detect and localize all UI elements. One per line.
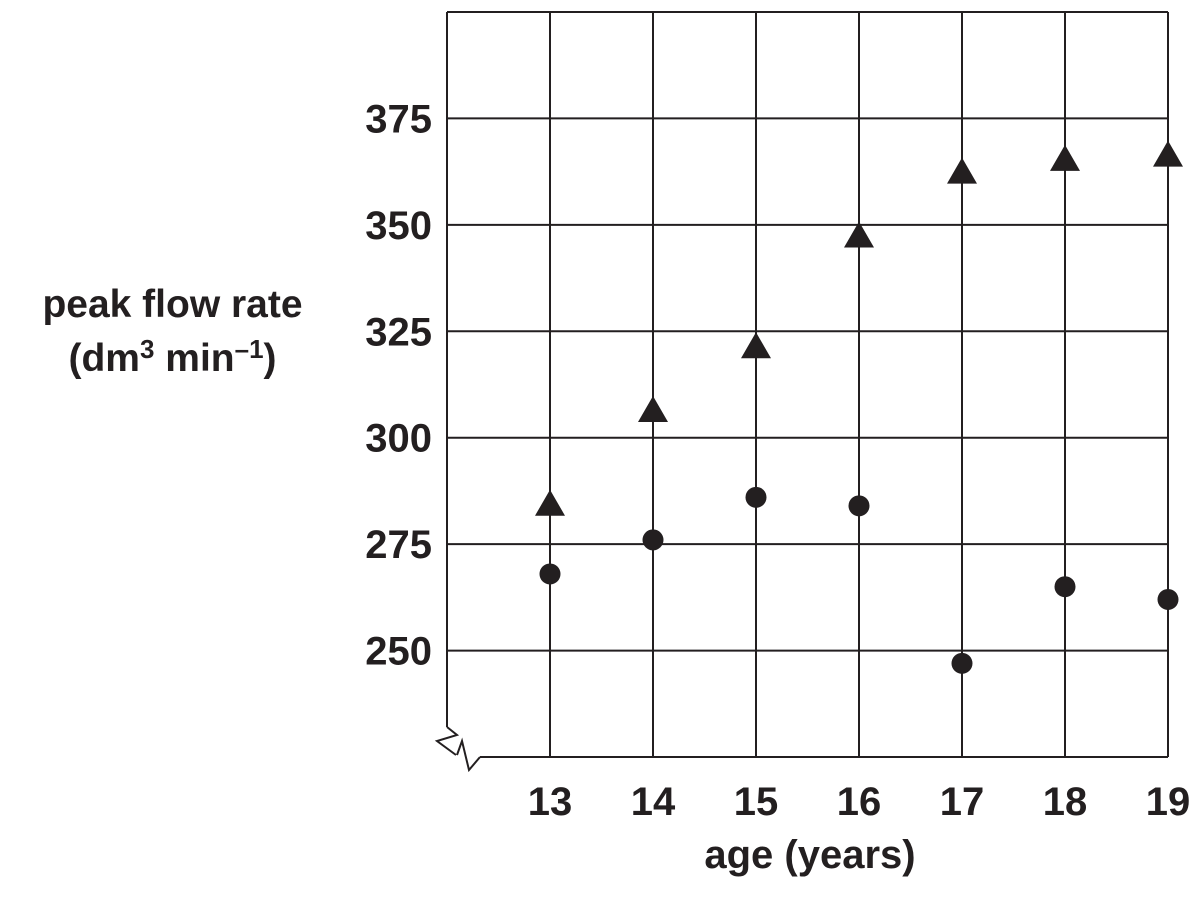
x-tick-label-15: 15 [734,780,779,824]
grid [447,12,1169,757]
x-axis-label: age (years) [704,833,916,877]
circle-marker-age-13 [539,563,561,585]
y-tick-labels: 250 275 300 325 350 375 [365,97,432,673]
x-tick-label-17: 17 [940,780,985,824]
triangle-marker-age-17 [947,157,977,184]
triangle-marker-age-18 [1050,144,1080,171]
circle-marker-age-15 [745,486,767,508]
y-axis-label-unit: (dm3 min–1) [68,334,277,380]
triangle-marker-age-13 [535,489,565,516]
y-axis-label: peak flow rate (dm3 min–1) [0,278,345,386]
triangle-marker-age-15 [741,332,771,359]
circle-marker-age-17 [951,652,973,674]
x-tick-label-18: 18 [1043,780,1088,824]
x-tick-label-16: 16 [837,780,882,824]
y-axis-break-symbol [434,726,460,756]
y-tick-label-275: 275 [365,523,432,567]
y-tick-label-350: 350 [365,204,432,248]
y-tick-label-325: 325 [365,310,432,354]
y-tick-label-250: 250 [365,630,432,674]
y-tick-label-375: 375 [365,97,432,141]
triangle-marker-age-19 [1153,140,1183,167]
circle-marker-age-16 [848,495,870,517]
x-tick-labels: 13 14 15 16 17 18 19 [528,780,1191,824]
triangle-marker-age-16 [844,221,874,248]
x-axis-break-symbol [456,737,481,773]
y-tick-label-300: 300 [365,417,432,461]
x-tick-label-13: 13 [528,780,573,824]
x-tick-label-19: 19 [1146,780,1191,824]
circle-marker-age-18 [1054,576,1076,598]
axes [434,11,1168,773]
x-tick-label-14: 14 [631,780,676,824]
data-marks [535,140,1183,674]
triangle-marker-age-14 [638,396,668,423]
circle-marker-age-14 [642,529,664,551]
circle-marker-age-19 [1157,588,1179,610]
y-axis-label-line1: peak flow rate [42,283,303,326]
